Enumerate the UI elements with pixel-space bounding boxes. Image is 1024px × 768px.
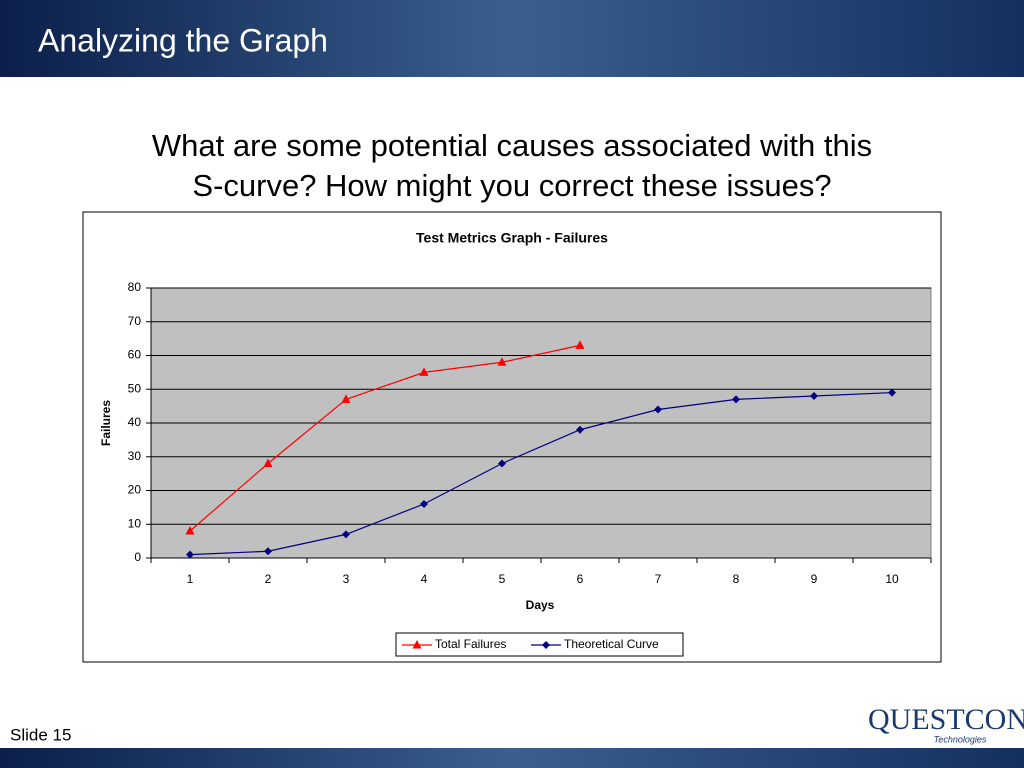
x-tick-label: 2	[265, 572, 272, 586]
x-tick-label: 9	[811, 572, 818, 586]
data-point	[419, 367, 429, 376]
y-tick-label: 0	[134, 550, 141, 564]
data-point	[810, 392, 818, 400]
y-tick-label: 10	[128, 516, 142, 530]
y-tick-label: 60	[128, 348, 142, 362]
x-tick-label: 7	[655, 572, 662, 586]
data-point	[185, 526, 195, 535]
series-line	[189, 344, 581, 532]
y-tick-label: 20	[128, 483, 142, 497]
data-point	[341, 394, 351, 403]
x-tick-label: 1	[187, 572, 194, 586]
data-point	[342, 530, 350, 539]
data-point	[575, 340, 585, 349]
y-tick-label: 70	[128, 314, 142, 328]
header-banner	[0, 0, 1024, 77]
chart-title: Test Metrics Graph - Failures	[416, 230, 608, 246]
data-point	[498, 459, 506, 468]
data-point	[732, 395, 740, 404]
y-axis-label: Failures	[99, 400, 113, 446]
x-tick-label: 5	[499, 572, 506, 586]
data-point	[888, 388, 896, 397]
legend-label: Total Failures	[435, 637, 506, 651]
x-tick-label: 8	[733, 572, 740, 586]
data-point	[263, 458, 273, 467]
legend-marker	[542, 641, 550, 649]
data-point	[654, 405, 662, 414]
y-tick-label: 80	[128, 280, 142, 294]
x-axis-label: Days	[526, 598, 555, 612]
data-point	[497, 357, 507, 366]
y-tick-label: 40	[128, 415, 142, 429]
y-tick-label: 30	[128, 449, 142, 463]
question-line: What are some potential causes associate…	[152, 128, 872, 163]
x-tick-label: 6	[577, 572, 584, 586]
x-tick-label: 3	[343, 572, 350, 586]
series-line	[189, 392, 893, 556]
legend-marker	[412, 640, 422, 649]
data-point	[420, 500, 428, 508]
y-tick-label: 50	[128, 381, 142, 395]
logo-subtitle: Technologies	[934, 734, 987, 744]
x-tick-label: 4	[421, 572, 428, 586]
logo: QUESTCON	[868, 703, 1024, 736]
x-tick-label: 10	[885, 572, 899, 586]
legend-label: Theoretical Curve	[564, 637, 659, 651]
slide-number: Slide 15	[10, 725, 71, 744]
question-line: S-curve? How might you correct these iss…	[192, 168, 831, 203]
footer-banner	[0, 748, 1024, 768]
slide-title: Analyzing the Graph	[38, 22, 328, 58]
data-point	[264, 547, 272, 556]
data-point	[576, 425, 584, 434]
data-point	[186, 550, 194, 559]
